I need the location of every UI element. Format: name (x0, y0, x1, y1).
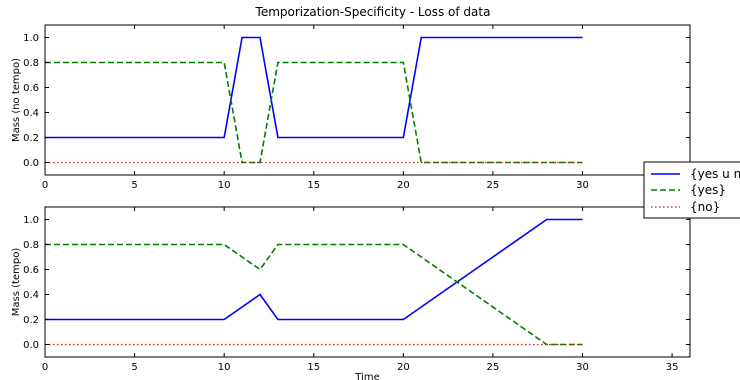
y-tick-label: 0.4 (23, 290, 39, 301)
legend: {yes u no {yes} {no} (643, 161, 740, 219)
y-tick-label: 0.2 (23, 133, 39, 144)
top-subplot: 0 5 10 15 20 25 30 0.0 0.2 0.4 0.6 0.8 1.0 Mass (no t… (11, 24, 691, 191)
x-tick-label: 20 (397, 180, 410, 191)
series-line-yes-u-no (45, 218, 583, 321)
y-tick-label: 0.2 (23, 315, 39, 326)
y-tick-label: 0.8 (23, 240, 39, 251)
y-tick-label: 0.6 (23, 265, 39, 276)
x-tick-label: 25 (487, 180, 500, 191)
axes-frame (44, 24, 691, 176)
bottom-subplot: 0 5 10 15 20 25 30 35 0.0 0.2 0.4 0.6 0.8 1.0 Mass (te… (11, 206, 691, 380)
y-tick-label: 0.0 (23, 158, 39, 169)
x-tick-label: 25 (487, 362, 500, 373)
y-tick-label: 1.0 (23, 215, 39, 226)
series-line-yes (45, 243, 583, 346)
x-tick-label: 15 (307, 180, 320, 191)
x-tick-label: 35 (666, 362, 679, 373)
legend-label-yes-u-no: {yes u no (690, 167, 740, 181)
y-tick-label: 0.4 (23, 108, 39, 119)
y-tick-label: 0.0 (23, 340, 39, 351)
x-tick-label: 0 (42, 180, 48, 191)
series-line-yes-u-no (45, 36, 583, 139)
x-tick-label: 15 (307, 362, 320, 373)
y-axis-label: Mass (tempo) (11, 248, 22, 317)
x-tick-label: 30 (576, 180, 589, 191)
axes-frame (44, 206, 691, 358)
legend-label-yes: {yes} (690, 183, 726, 197)
chart-title: Temporization-Specificity - Loss of data (255, 5, 491, 19)
y-tick-label: 0.8 (23, 58, 39, 69)
x-tick-label: 0 (42, 362, 48, 373)
series-line-yes (45, 61, 583, 164)
y-axis-label: Mass (no tempo) (11, 58, 22, 142)
x-tick-label: 10 (218, 362, 231, 373)
y-tick-label: 1.0 (23, 33, 39, 44)
x-tick-label: 30 (576, 362, 589, 373)
legend-label-no: {no} (690, 200, 720, 214)
x-axis-label: Time (354, 372, 379, 380)
x-tick-label: 10 (218, 180, 231, 191)
y-tick-label: 0.6 (23, 83, 39, 94)
x-tick-label: 20 (397, 362, 410, 373)
x-tick-label: 5 (131, 180, 137, 191)
x-tick-label: 5 (131, 362, 137, 373)
